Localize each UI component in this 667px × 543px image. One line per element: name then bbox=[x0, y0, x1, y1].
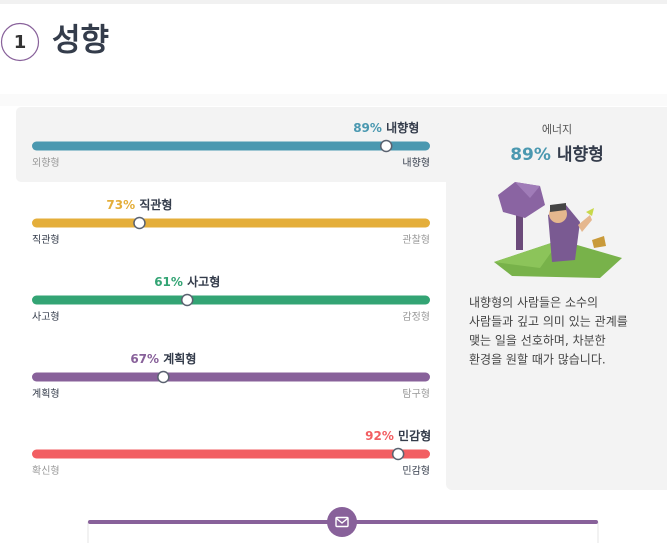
trait-label: 73% 직관형 bbox=[106, 197, 172, 212]
right-pole: 관찰형 bbox=[402, 234, 430, 246]
section-number-circle bbox=[0, 22, 40, 62]
trait-name: 사고형 bbox=[187, 274, 220, 289]
panel-trait: 내향형 bbox=[557, 144, 604, 165]
mail-icon-flap bbox=[336, 517, 348, 524]
right-pole: 민감형 bbox=[402, 465, 430, 477]
mail-icon bbox=[335, 516, 349, 528]
trait-marker bbox=[180, 293, 194, 307]
right-pole: 탐구형 bbox=[402, 388, 430, 400]
trait-percent: 89% bbox=[353, 121, 382, 135]
top-shadow bbox=[0, 0, 667, 4]
trait-label: 67% 계획형 bbox=[130, 351, 196, 366]
trait-name: 직관형 bbox=[139, 197, 172, 212]
left-pole: 직관형 bbox=[32, 234, 60, 246]
trait-percent: 92% bbox=[365, 429, 394, 443]
trait-percent: 61% bbox=[154, 275, 183, 289]
right-pole: 내향형 bbox=[402, 157, 430, 169]
trait-marker bbox=[391, 447, 405, 461]
illustration bbox=[494, 182, 622, 278]
panel-band bbox=[0, 94, 667, 106]
panel-heading: 에너지 bbox=[542, 123, 572, 136]
trait-label: 89% 내향형 bbox=[353, 120, 419, 135]
left-pole: 사고형 bbox=[32, 311, 60, 323]
trait-marker bbox=[379, 139, 393, 153]
trait-track bbox=[32, 372, 430, 382]
panel-description-line: 사람들과 깊고 의미 있는 관계를 bbox=[469, 315, 628, 329]
trait-label: 92% 민감형 bbox=[365, 428, 431, 443]
section-title: 성향 bbox=[52, 23, 109, 59]
trait-marker bbox=[133, 216, 146, 230]
mail-button[interactable] bbox=[327, 507, 357, 537]
right-pole: 감정형 bbox=[402, 311, 430, 323]
section-number: 1 bbox=[14, 32, 27, 53]
trait-track bbox=[32, 295, 430, 305]
left-pole: 외향형 bbox=[32, 157, 60, 169]
panel-description-line: 내향형의 사람들은 소수의 bbox=[469, 296, 598, 310]
left-pole: 확신형 bbox=[32, 465, 60, 477]
trait-percent: 73% bbox=[106, 198, 135, 212]
panel-description-line: 맺는 일을 선호하며, 차분한 bbox=[469, 334, 606, 348]
trait-name: 내향형 bbox=[386, 120, 419, 135]
trait-track bbox=[32, 141, 430, 151]
trait-name: 민감형 bbox=[398, 428, 431, 443]
panel-percent: 89% bbox=[510, 145, 551, 165]
trait-track bbox=[32, 449, 430, 459]
panel-description-line: 환경을 원할 때가 많습니다. bbox=[469, 353, 606, 367]
left-pole: 계획형 bbox=[32, 388, 60, 400]
trait-track bbox=[32, 218, 430, 228]
panel-title: 89% 내향형 bbox=[510, 144, 604, 165]
trait-percent: 67% bbox=[130, 352, 159, 366]
trait-label: 61% 사고형 bbox=[154, 274, 220, 289]
trait-marker bbox=[157, 370, 170, 384]
trait-name: 계획형 bbox=[163, 351, 196, 366]
